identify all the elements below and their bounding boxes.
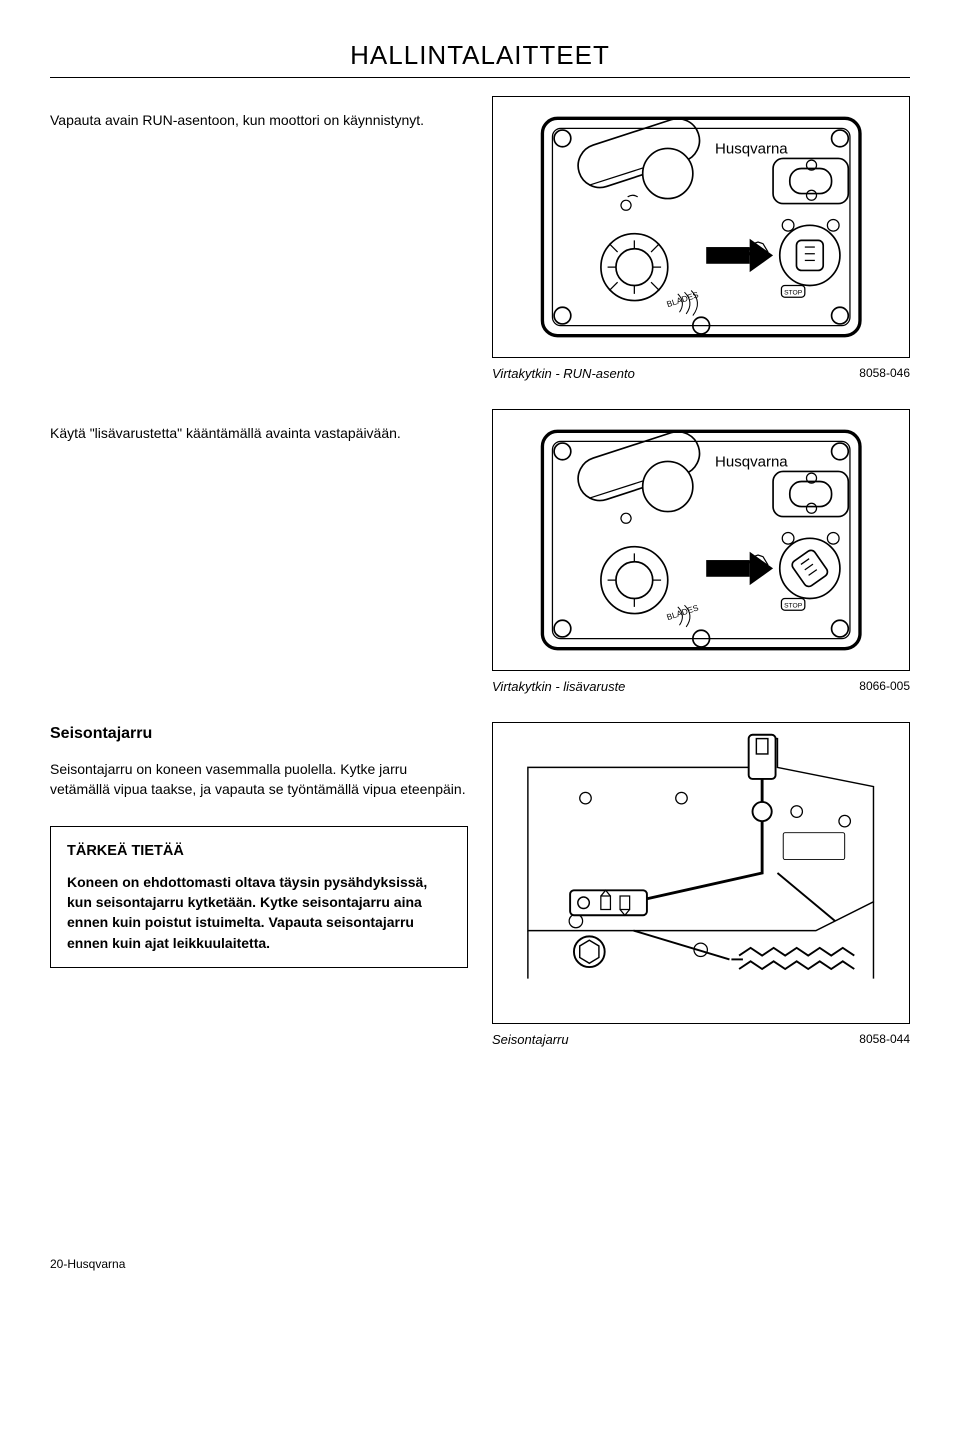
code-accessory: 8066-005: [859, 679, 910, 694]
note-box: TÄRKEÄ TIETÄÄ Koneen on ehdottomasti olt…: [50, 826, 468, 968]
svg-text:Husqvarna: Husqvarna: [715, 453, 788, 470]
caption-run: Virtakytkin - RUN-asento: [492, 366, 635, 381]
section1-body: Vapauta avain RUN-asentoon, kun moottori…: [50, 110, 468, 130]
page-footer: 20-Husqvarna: [50, 1257, 910, 1271]
brake-body: Seisontajarru on koneen vasemmalla puole…: [50, 759, 468, 800]
control-panel-svg: Husqvarna: [514, 110, 888, 344]
svg-text:BLADES: BLADES: [665, 602, 700, 622]
note-body: Koneen on ehdottomasti oltava täysin pys…: [67, 872, 451, 953]
section-accessory: Käytä "lisävarustetta" kääntämällä avain…: [50, 409, 910, 694]
title-rule: [50, 77, 910, 78]
section-run: Vapauta avain RUN-asentoon, kun moottori…: [50, 96, 910, 381]
caption-brake: Seisontajarru: [492, 1032, 569, 1047]
diagram-brake: [492, 722, 910, 1024]
page-title: HALLINTALAITTEET: [50, 40, 910, 71]
code-run: 8058-046: [859, 366, 910, 381]
stop-label: STOP: [784, 290, 803, 297]
brake-svg: [501, 729, 900, 1017]
section2-body: Käytä "lisävarustetta" kääntämällä avain…: [50, 423, 468, 443]
code-brake: 8058-044: [859, 1032, 910, 1047]
caption-accessory: Virtakytkin - lisävaruste: [492, 679, 625, 694]
diagram-run: Husqvarna: [492, 96, 910, 358]
brake-heading: Seisontajarru: [50, 722, 468, 745]
blades-label: BLADES: [665, 289, 700, 309]
control-panel-svg-2: Husqvarna: [514, 423, 888, 657]
brand-label: Husqvarna: [715, 140, 788, 157]
svg-text:STOP: STOP: [784, 603, 803, 610]
note-title: TÄRKEÄ TIETÄÄ: [67, 841, 451, 862]
section-brake: Seisontajarru Seisontajarru on koneen va…: [50, 722, 910, 1047]
diagram-accessory: Husqvarna: [492, 409, 910, 671]
